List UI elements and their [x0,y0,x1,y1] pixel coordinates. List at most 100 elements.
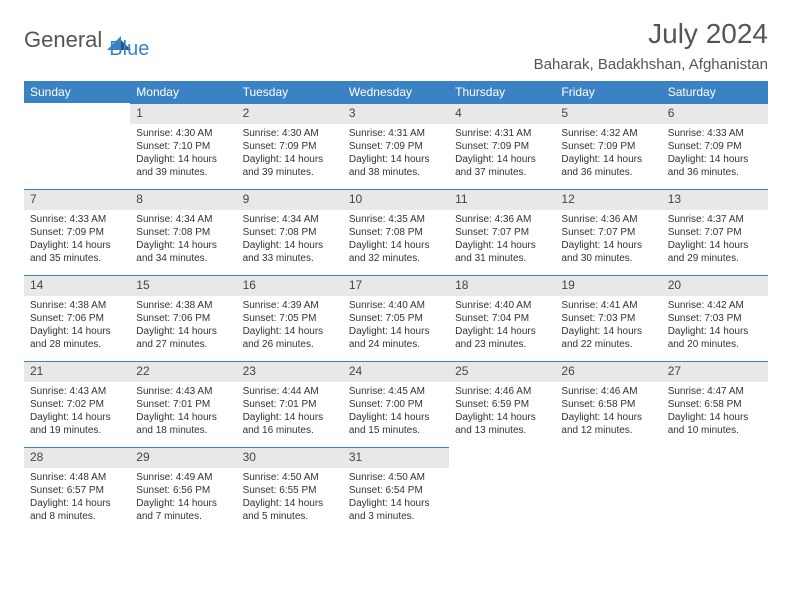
calendar-cell [449,447,555,533]
calendar-cell: 29Sunrise: 4:49 AMSunset: 6:56 PMDayligh… [130,447,236,533]
day-content: Sunrise: 4:38 AMSunset: 7:06 PMDaylight:… [130,296,236,355]
day-number: 24 [343,361,449,382]
day-number: 23 [237,361,343,382]
day-content: Sunrise: 4:33 AMSunset: 7:09 PMDaylight:… [24,210,130,269]
day-number: 12 [555,189,661,210]
calendar-cell: 10Sunrise: 4:35 AMSunset: 7:08 PMDayligh… [343,189,449,275]
day-content: Sunrise: 4:50 AMSunset: 6:55 PMDaylight:… [237,468,343,527]
day-number: 30 [237,447,343,468]
day-number: 4 [449,103,555,124]
day-content: Sunrise: 4:44 AMSunset: 7:01 PMDaylight:… [237,382,343,441]
title-block: July 2024 Baharak, Badakhshan, Afghanist… [534,18,768,73]
calendar-cell: 25Sunrise: 4:46 AMSunset: 6:59 PMDayligh… [449,361,555,447]
day-number: 17 [343,275,449,296]
calendar-cell: 8Sunrise: 4:34 AMSunset: 7:08 PMDaylight… [130,189,236,275]
day-number: 3 [343,103,449,124]
calendar-cell: 3Sunrise: 4:31 AMSunset: 7:09 PMDaylight… [343,103,449,189]
day-content: Sunrise: 4:39 AMSunset: 7:05 PMDaylight:… [237,296,343,355]
day-number: 2 [237,103,343,124]
calendar-cell: 23Sunrise: 4:44 AMSunset: 7:01 PMDayligh… [237,361,343,447]
day-content: Sunrise: 4:45 AMSunset: 7:00 PMDaylight:… [343,382,449,441]
calendar-cell: 11Sunrise: 4:36 AMSunset: 7:07 PMDayligh… [449,189,555,275]
day-number: 22 [130,361,236,382]
day-number: 26 [555,361,661,382]
weekday-header: Saturday [662,81,768,103]
calendar-cell: 1Sunrise: 4:30 AMSunset: 7:10 PMDaylight… [130,103,236,189]
weekday-header: Thursday [449,81,555,103]
calendar-cell: 15Sunrise: 4:38 AMSunset: 7:06 PMDayligh… [130,275,236,361]
day-content: Sunrise: 4:31 AMSunset: 7:09 PMDaylight:… [449,124,555,183]
day-content: Sunrise: 4:33 AMSunset: 7:09 PMDaylight:… [662,124,768,183]
day-number: 13 [662,189,768,210]
day-content: Sunrise: 4:36 AMSunset: 7:07 PMDaylight:… [449,210,555,269]
day-content: Sunrise: 4:50 AMSunset: 6:54 PMDaylight:… [343,468,449,527]
calendar-cell: 21Sunrise: 4:43 AMSunset: 7:02 PMDayligh… [24,361,130,447]
weekday-header: Tuesday [237,81,343,103]
day-content: Sunrise: 4:49 AMSunset: 6:56 PMDaylight:… [130,468,236,527]
calendar-cell: 13Sunrise: 4:37 AMSunset: 7:07 PMDayligh… [662,189,768,275]
day-content: Sunrise: 4:36 AMSunset: 7:07 PMDaylight:… [555,210,661,269]
day-number: 31 [343,447,449,468]
calendar-cell: 2Sunrise: 4:30 AMSunset: 7:09 PMDaylight… [237,103,343,189]
day-number: 28 [24,447,130,468]
day-number: 21 [24,361,130,382]
day-number: 10 [343,189,449,210]
day-content: Sunrise: 4:43 AMSunset: 7:01 PMDaylight:… [130,382,236,441]
calendar-cell: 22Sunrise: 4:43 AMSunset: 7:01 PMDayligh… [130,361,236,447]
calendar-head: SundayMondayTuesdayWednesdayThursdayFrid… [24,81,768,103]
day-content: Sunrise: 4:46 AMSunset: 6:58 PMDaylight:… [555,382,661,441]
calendar-row: 28Sunrise: 4:48 AMSunset: 6:57 PMDayligh… [24,447,768,533]
calendar-cell: 5Sunrise: 4:32 AMSunset: 7:09 PMDaylight… [555,103,661,189]
weekday-header: Wednesday [343,81,449,103]
calendar-cell: 20Sunrise: 4:42 AMSunset: 7:03 PMDayligh… [662,275,768,361]
calendar-body: 1Sunrise: 4:30 AMSunset: 7:10 PMDaylight… [24,103,768,533]
location-text: Baharak, Badakhshan, Afghanistan [534,56,768,73]
day-number: 11 [449,189,555,210]
day-content: Sunrise: 4:46 AMSunset: 6:59 PMDaylight:… [449,382,555,441]
calendar-cell: 19Sunrise: 4:41 AMSunset: 7:03 PMDayligh… [555,275,661,361]
calendar-cell: 14Sunrise: 4:38 AMSunset: 7:06 PMDayligh… [24,275,130,361]
day-number: 16 [237,275,343,296]
calendar-cell [662,447,768,533]
day-number: 8 [130,189,236,210]
weekday-header: Sunday [24,81,130,103]
day-number: 5 [555,103,661,124]
calendar-cell: 24Sunrise: 4:45 AMSunset: 7:00 PMDayligh… [343,361,449,447]
day-number: 1 [130,103,236,124]
day-content: Sunrise: 4:32 AMSunset: 7:09 PMDaylight:… [555,124,661,183]
calendar-cell: 12Sunrise: 4:36 AMSunset: 7:07 PMDayligh… [555,189,661,275]
calendar-cell [555,447,661,533]
day-content: Sunrise: 4:30 AMSunset: 7:09 PMDaylight:… [237,124,343,183]
day-number: 6 [662,103,768,124]
calendar-cell: 9Sunrise: 4:34 AMSunset: 7:08 PMDaylight… [237,189,343,275]
calendar-cell: 7Sunrise: 4:33 AMSunset: 7:09 PMDaylight… [24,189,130,275]
brand-part2: Blue [109,38,149,61]
calendar-row: 21Sunrise: 4:43 AMSunset: 7:02 PMDayligh… [24,361,768,447]
weekday-header: Friday [555,81,661,103]
day-content: Sunrise: 4:40 AMSunset: 7:04 PMDaylight:… [449,296,555,355]
day-content: Sunrise: 4:31 AMSunset: 7:09 PMDaylight:… [343,124,449,183]
calendar-table: SundayMondayTuesdayWednesdayThursdayFrid… [24,81,768,533]
day-content: Sunrise: 4:37 AMSunset: 7:07 PMDaylight:… [662,210,768,269]
brand-part1: General [24,27,102,53]
calendar-row: 7Sunrise: 4:33 AMSunset: 7:09 PMDaylight… [24,189,768,275]
day-number: 9 [237,189,343,210]
day-number: 20 [662,275,768,296]
day-number: 27 [662,361,768,382]
calendar-row: 1Sunrise: 4:30 AMSunset: 7:10 PMDaylight… [24,103,768,189]
day-content: Sunrise: 4:34 AMSunset: 7:08 PMDaylight:… [237,210,343,269]
day-content: Sunrise: 4:48 AMSunset: 6:57 PMDaylight:… [24,468,130,527]
day-number: 19 [555,275,661,296]
calendar-row: 14Sunrise: 4:38 AMSunset: 7:06 PMDayligh… [24,275,768,361]
day-number: 25 [449,361,555,382]
calendar-cell: 16Sunrise: 4:39 AMSunset: 7:05 PMDayligh… [237,275,343,361]
weekday-header: Monday [130,81,236,103]
day-number: 18 [449,275,555,296]
day-content: Sunrise: 4:47 AMSunset: 6:58 PMDaylight:… [662,382,768,441]
day-content: Sunrise: 4:40 AMSunset: 7:05 PMDaylight:… [343,296,449,355]
day-content: Sunrise: 4:34 AMSunset: 7:08 PMDaylight:… [130,210,236,269]
calendar-cell: 30Sunrise: 4:50 AMSunset: 6:55 PMDayligh… [237,447,343,533]
calendar-cell: 6Sunrise: 4:33 AMSunset: 7:09 PMDaylight… [662,103,768,189]
calendar-cell: 27Sunrise: 4:47 AMSunset: 6:58 PMDayligh… [662,361,768,447]
month-title: July 2024 [534,18,768,50]
